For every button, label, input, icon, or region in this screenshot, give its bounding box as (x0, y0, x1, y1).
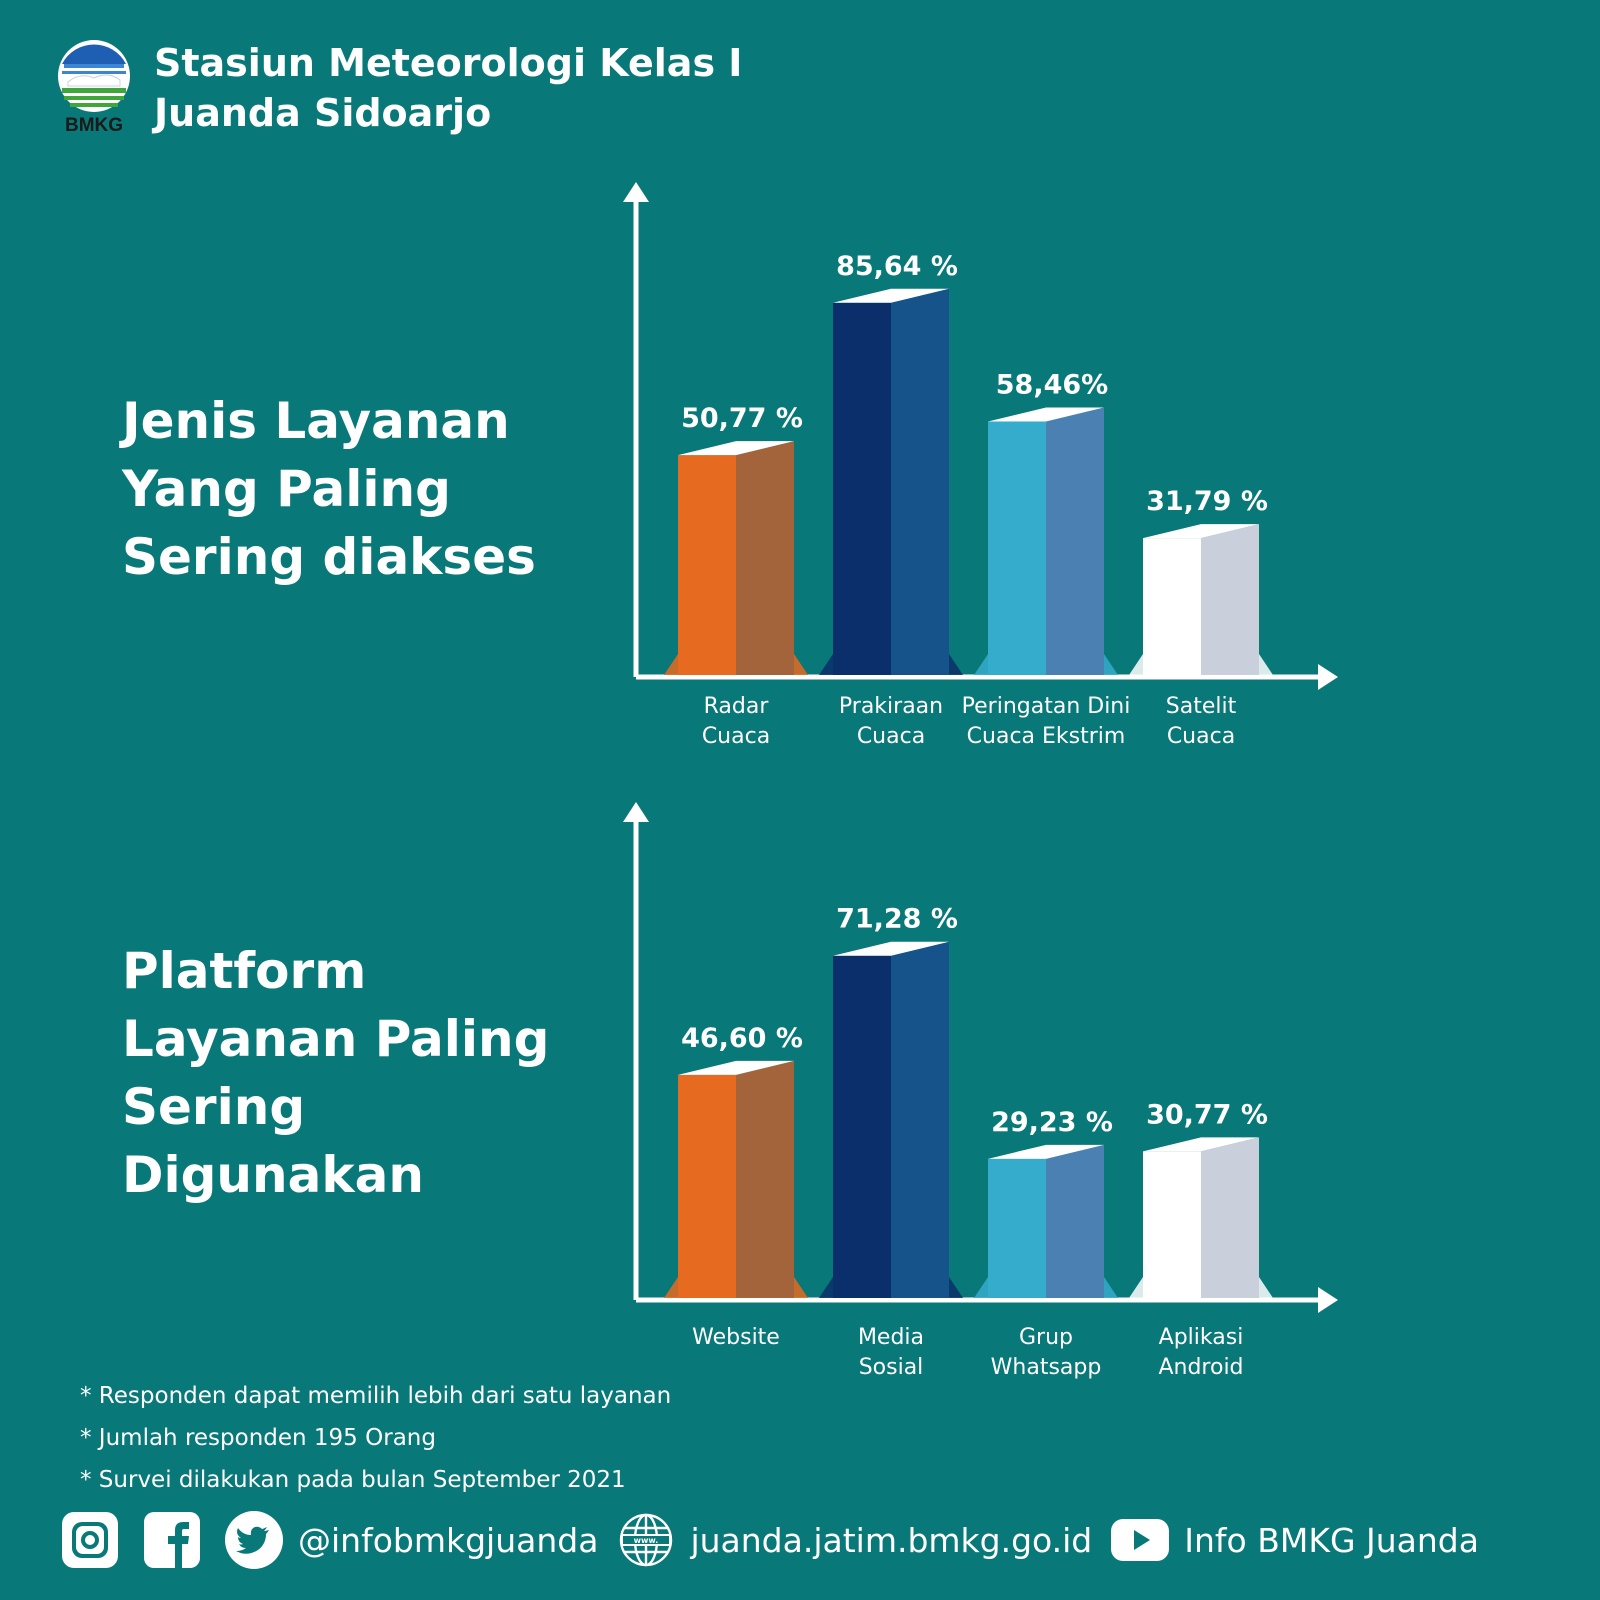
x-axis-arrow (1318, 1287, 1338, 1313)
bar (664, 441, 808, 675)
x-axis-arrow (1318, 664, 1338, 690)
category-label: Cuaca Ekstrim (967, 724, 1126, 749)
youtube-icon[interactable] (1110, 1510, 1170, 1570)
chart-2-title-line: Layanan Paling (122, 1010, 550, 1068)
value-label: 31,79 % (1146, 486, 1268, 517)
y-axis-arrow (623, 182, 649, 202)
value-label: 46,60 % (681, 1023, 803, 1054)
chart-1-title-line: Jenis Layanan (122, 392, 510, 450)
category-label: Website (692, 1325, 780, 1350)
category-label: Cuaca (857, 724, 925, 749)
station-name: Stasiun Meteorologi Kelas I Juanda Sidoa… (154, 38, 742, 138)
chart-2-title-line: Digunakan (122, 1146, 424, 1204)
footnote: * Survei dilakukan pada bulan September … (80, 1467, 626, 1493)
category-label: Sosial (859, 1355, 924, 1380)
chart-1-title-line: Sering diakses (122, 528, 536, 586)
chart-1-title: Jenis Layanan Yang Paling Sering diakses (122, 387, 536, 591)
value-label: 85,64 % (836, 251, 958, 282)
category-label: Cuaca (1167, 724, 1235, 749)
logo-text: BMKG (65, 115, 123, 136)
category-label: Satelit (1166, 694, 1237, 719)
bmkg-logo: BMKG (56, 38, 132, 138)
value-label: 71,28 % (836, 904, 958, 935)
bar (1129, 524, 1273, 675)
footnotes: * Responden dapat memilih lebih dari sat… (80, 1375, 671, 1501)
value-label: 30,77 % (1146, 1099, 1268, 1130)
bar (974, 1144, 1118, 1298)
category-label: Prakiraan (839, 694, 943, 719)
chart-2-title-line: Sering (122, 1078, 306, 1136)
category-label: Whatsapp (991, 1355, 1102, 1380)
station-name-line2: Juanda Sidoarjo (154, 91, 492, 135)
svg-text:www.: www. (634, 1536, 659, 1545)
chart-2-title: Platform Layanan Paling Sering Digunakan (122, 937, 549, 1209)
value-label: 50,77 % (681, 403, 803, 434)
category-label: Peringatan Dini (962, 694, 1131, 719)
value-label: 29,23 % (991, 1107, 1113, 1138)
youtube-channel[interactable]: Info BMKG Juanda (1184, 1520, 1479, 1560)
bar (819, 288, 963, 675)
chart-1-plot: 50,77 % Radar Cuaca 85,64 % Prakiraan Cuaca 58… (623, 182, 1338, 749)
category-label: Android (1158, 1355, 1243, 1380)
globe-icon: www. (616, 1510, 676, 1570)
bar (819, 941, 963, 1298)
chart-2-plot: 46,60 % Website 71,28 % Media Sosial 29,23 % G… (623, 802, 1338, 1380)
chart-2-title-line: Platform (122, 942, 367, 1000)
y-axis-arrow (623, 802, 649, 822)
footnote: * Responden dapat memilih lebih dari sat… (80, 1383, 672, 1409)
instagram-icon[interactable] (60, 1510, 120, 1570)
value-label: 58,46% (996, 370, 1108, 401)
twitter-icon[interactable] (224, 1510, 284, 1570)
category-label: Grup (1019, 1325, 1073, 1350)
social-handle[interactable]: @infobmkgjuanda (298, 1520, 599, 1560)
bar (1129, 1137, 1273, 1298)
bar (974, 407, 1118, 675)
station-name-line1: Stasiun Meteorologi Kelas I (154, 41, 743, 85)
category-label: Cuaca (702, 724, 770, 749)
bar (664, 1060, 808, 1298)
category-label: Media (858, 1325, 924, 1350)
category-label: Aplikasi (1159, 1325, 1244, 1350)
website-link[interactable]: juanda.jatim.bmkg.go.id (690, 1520, 1093, 1560)
category-label: Radar (704, 694, 770, 719)
footer: @infobmkgjuanda www. juanda.jatim.bmkg.g… (60, 1510, 1560, 1570)
facebook-icon[interactable] (142, 1510, 202, 1570)
chart-1-title-line: Yang Paling (122, 460, 451, 518)
header: BMKG Stasiun Meteorologi Kelas I Juanda … (56, 38, 742, 138)
footnote: * Jumlah responden 195 Orang (80, 1425, 436, 1451)
